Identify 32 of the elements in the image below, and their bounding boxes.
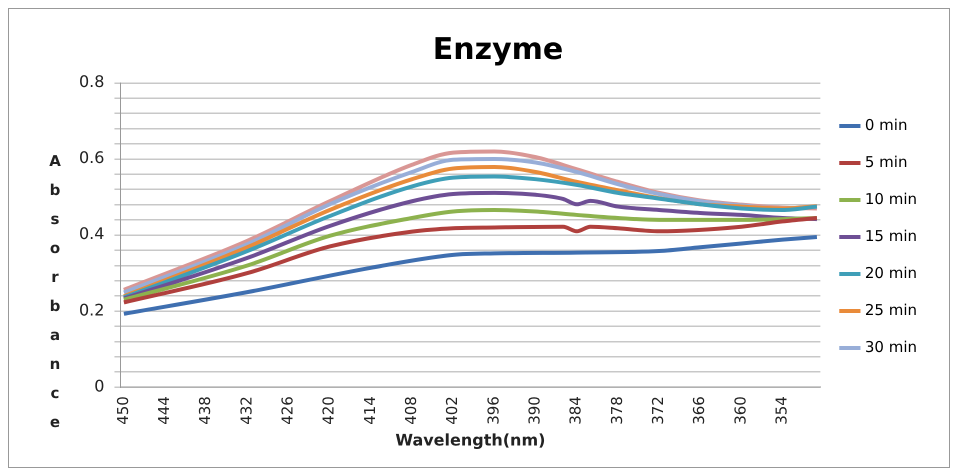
x-tick-label: 426: [278, 396, 296, 425]
legend-label: 5 min: [864, 152, 908, 171]
x-tick-label: 444: [154, 396, 173, 425]
x-tick-label: 450: [114, 396, 132, 425]
legend-label: 20 min: [864, 264, 918, 282]
x-tick-label: 408: [402, 396, 420, 425]
x-tick-label: 378: [608, 396, 626, 425]
x-tick-label: 402: [443, 396, 462, 425]
y-tick-label: 0: [94, 376, 104, 396]
legend-label: 10 min: [864, 190, 918, 208]
legend-label: 30 min: [864, 338, 918, 356]
x-tick-label: 372: [648, 396, 667, 425]
chart-title: Enzyme: [432, 32, 564, 67]
x-tick-label: 390: [525, 396, 544, 425]
y-tick-label: 0.2: [78, 300, 104, 320]
legend-label: 25 min: [864, 300, 918, 319]
text: Absorbance: [49, 152, 61, 431]
legend-label: 15 min: [864, 226, 918, 245]
legend-label: 0 min: [864, 116, 908, 134]
y-tick-label: 0.4: [78, 224, 104, 244]
x-tick-label: 366: [690, 396, 708, 425]
x-axis-title: Wavelength(nm): [395, 430, 546, 450]
x-tick-label: 414: [360, 396, 379, 425]
y-tick-label: 0.8: [78, 72, 104, 92]
x-tick-label: 432: [237, 396, 256, 425]
x-tick-label: 420: [320, 396, 338, 425]
x-tick-label: 354: [772, 396, 791, 425]
y-tick-label: 0.6: [78, 148, 104, 168]
x-tick-label: 360: [731, 396, 750, 425]
x-tick-label: 384: [566, 396, 585, 425]
x-tick-label: 438: [196, 396, 214, 425]
x-tick-label: 396: [484, 396, 502, 425]
